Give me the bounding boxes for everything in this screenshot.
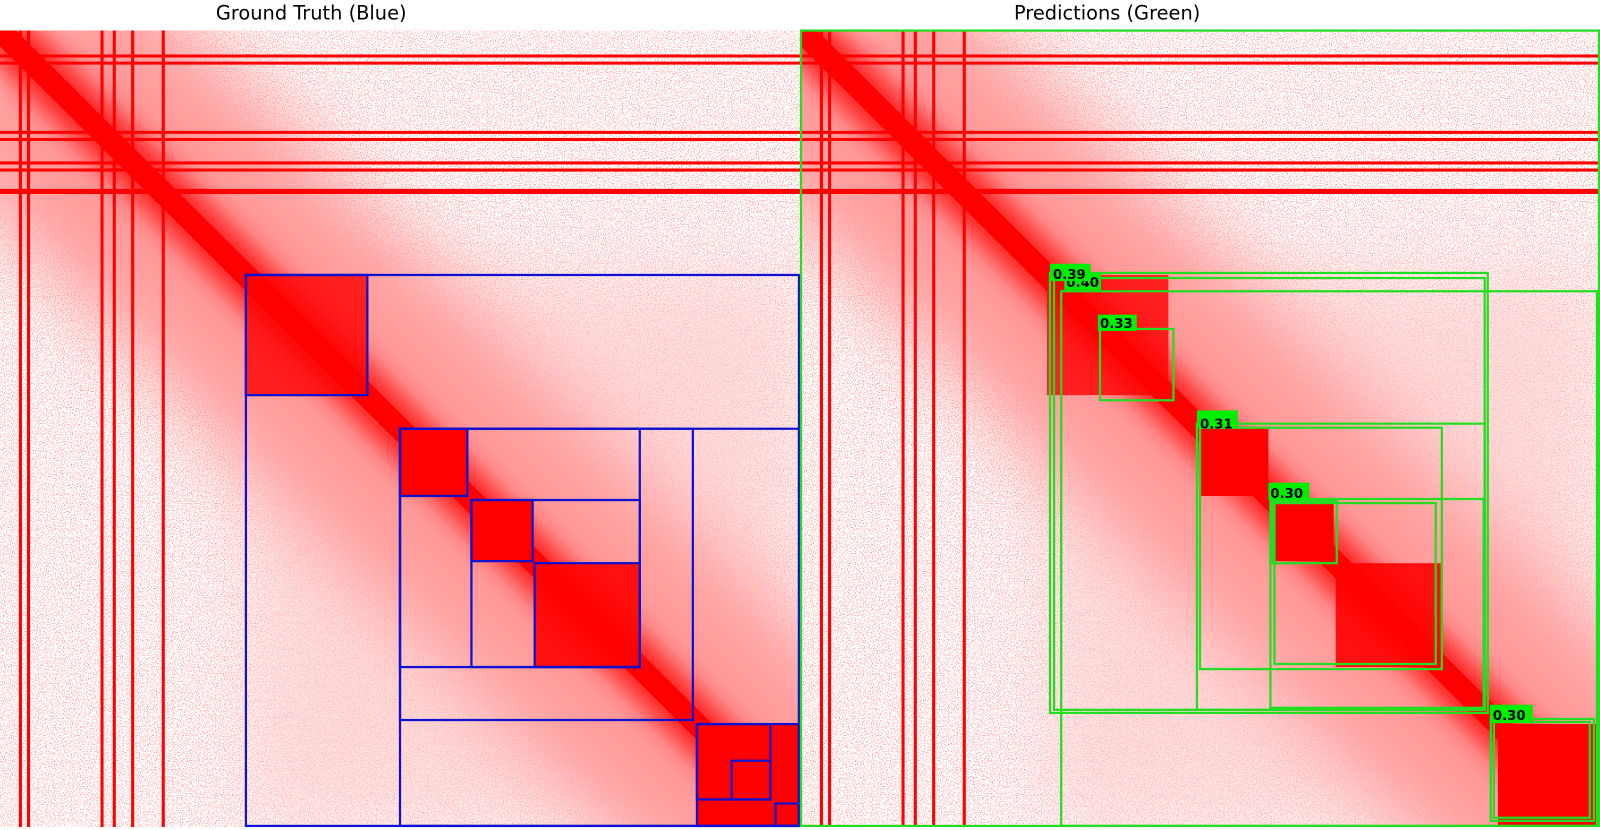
panel-title: Ground Truth (Blue) [216, 2, 407, 25]
ground-truth-boxes [244, 273, 801, 828]
score-label: 0.39 [1053, 268, 1086, 283]
score-label: 0.30 [1270, 487, 1303, 502]
score-label: 0.30 [1493, 709, 1526, 724]
score-label: 0.33 [1100, 317, 1133, 332]
score-tags: 0.40 0.39 0.33 0.31 0.30 0.30 [1050, 263, 1533, 724]
prediction-boxes [799, 29, 1600, 828]
panel-title: Predictions (Green) [1014, 2, 1200, 25]
score-label: 0.31 [1200, 418, 1233, 433]
